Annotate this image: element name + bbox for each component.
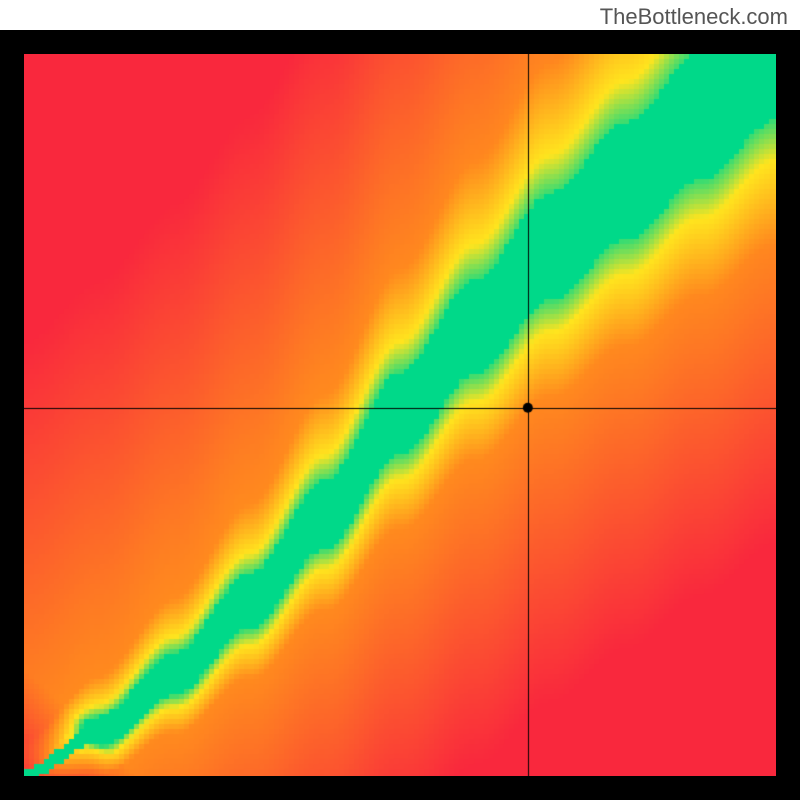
watermark-text: TheBottleneck.com [600, 4, 788, 30]
chart-container: TheBottleneck.com [0, 0, 800, 800]
overlay-canvas [24, 54, 776, 776]
